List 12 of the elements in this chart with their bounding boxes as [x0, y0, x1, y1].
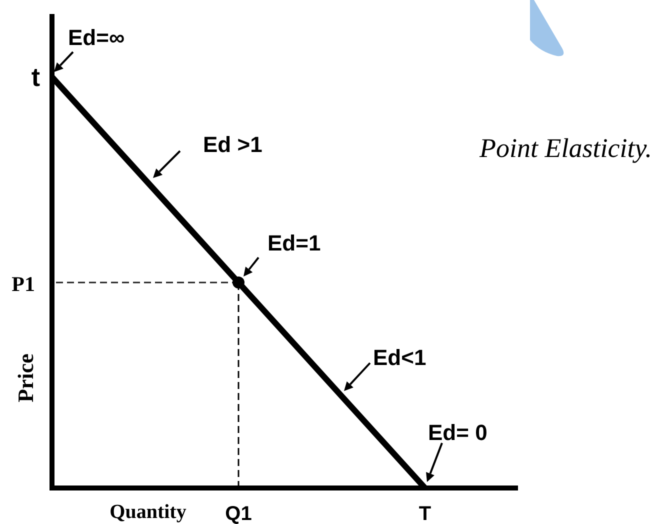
annotation: Ed=1 — [268, 230, 321, 256]
y-axis-title: Price — [13, 353, 38, 402]
x-tick-label: T — [418, 503, 432, 524]
annotation: Ed<1 — [373, 345, 426, 370]
annotation: Ed= 0 — [428, 420, 488, 445]
x-tick-label: Q1 — [225, 503, 252, 524]
text: Point Elasticity. — [478, 133, 652, 163]
text: Ed=∞ — [68, 25, 125, 50]
annotation: Ed >1 — [203, 132, 262, 157]
text: t — [31, 62, 40, 92]
text: P1 — [12, 272, 35, 296]
x-axis-title: Quantity — [110, 501, 186, 523]
